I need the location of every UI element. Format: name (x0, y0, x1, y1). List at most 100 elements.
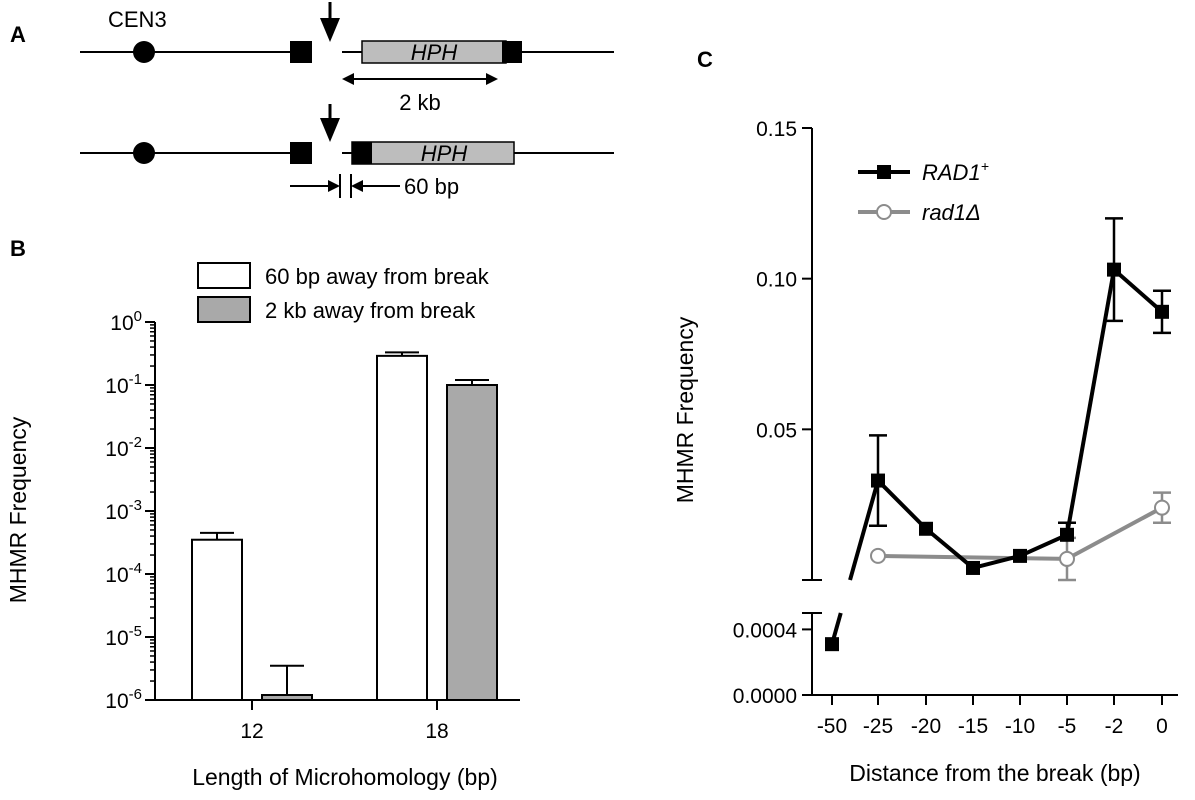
upper-homology-block-left (290, 41, 312, 63)
legend-label-2kb: 2 kb away from break (265, 298, 476, 323)
panel-b-y-tick-exponent: -4 (129, 560, 142, 577)
legend-label-rad1-plus-superscript: + (981, 158, 989, 174)
panel-c-letter: C (697, 47, 713, 72)
panel-b-y-tick-base: 10 (105, 501, 128, 524)
panel-b-y-tick-label: 100 (110, 308, 142, 335)
panel-c-x-tick-label: 0 (1156, 715, 1168, 738)
lower-chromosome: HPH 60 bp (80, 104, 614, 199)
panel-b-y-tick-base: 10 (110, 312, 133, 335)
panel-c-series (825, 217, 1171, 652)
panel-b-y-tick-base: 10 (105, 564, 128, 587)
panel-b-y-tick-exponent: 0 (134, 308, 142, 325)
panel-c-series-line (1019, 532, 1068, 558)
sixty-bp-right-arrowhead (351, 180, 363, 192)
panel-b-chart: B 60 bp away from break 2 kb away from b… (5, 236, 520, 790)
two-kb-left-arrowhead (342, 73, 354, 85)
lower-homology-block-right (352, 142, 372, 164)
upper-hph-label: HPH (411, 40, 458, 65)
panel-b-x-ticks: 12 18 (240, 700, 449, 743)
panel-b-bar (446, 384, 498, 701)
panel-c-point-square (1107, 262, 1121, 277)
panel-b-y-tick-base: 10 (105, 627, 128, 650)
panel-b-bar (191, 538, 243, 701)
upper-chromosome: HPH 2 kb (80, 2, 614, 115)
panel-b-y-tick-exponent: -5 (129, 623, 142, 640)
lower-hph-label: HPH (421, 141, 468, 166)
panel-c-chart: C RAD1+ rad1Δ 0.15 0.10 0.05 0.0004 0.0000 -… (672, 47, 1178, 786)
upper-centromere (133, 41, 155, 63)
panel-c-y-ticks: 0.15 0.10 0.05 0.0004 0.0000 (733, 118, 812, 708)
panel-c-point-square (871, 473, 885, 488)
panel-c-series-line (876, 479, 928, 531)
panel-a-diagram: A CEN3 HPH 2 kb HPH (10, 2, 614, 199)
panel-c-x-tick-label: -20 (911, 715, 941, 738)
panel-c-point-square (1013, 548, 1027, 563)
panel-b-x-tick-label: 18 (425, 720, 448, 743)
panel-b-y-tick-exponent: -3 (129, 497, 142, 514)
panel-c-x-tick-label: -2 (1105, 715, 1124, 738)
panel-c-point-square (1155, 304, 1169, 319)
legend-label-60bp: 60 bp away from break (265, 264, 490, 289)
legend-swatch-2kb (197, 296, 251, 323)
panel-b-x-tick-label: 12 (240, 720, 263, 743)
panel-b-y-tick-label: 10-1 (105, 371, 142, 398)
panel-b-bar (261, 694, 313, 702)
panel-c-legend: RAD1+ rad1Δ (858, 158, 989, 225)
panel-b-letter: B (10, 236, 26, 261)
legend-marker-rad1-delta (876, 204, 892, 220)
panel-b-bars (191, 351, 498, 702)
sixty-bp-left-arrowhead (328, 180, 340, 192)
panel-c-x-tick-label: -15 (958, 715, 988, 738)
panel-c-y-tick-label: 0.10 (756, 269, 797, 292)
panel-a-letter: A (10, 22, 26, 47)
panel-c-point-circle (870, 547, 886, 564)
panel-c-point-circle (1154, 499, 1170, 516)
lower-centromere (133, 142, 155, 164)
panel-b-y-tick-exponent: -2 (129, 434, 142, 451)
panel-b-x-axis-label: Length of Microhomology (bp) (192, 764, 498, 790)
panel-b-y-tick-base: 10 (105, 438, 128, 461)
panel-b-y-tick-label: 10-5 (105, 623, 142, 650)
panel-c-point-circle (1059, 550, 1075, 567)
two-kb-right-arrowhead (486, 73, 498, 85)
panel-c-series-line (924, 527, 975, 570)
panel-b-y-tick-base: 10 (105, 690, 128, 713)
panel-b-legend: 60 bp away from break 2 kb away from bre… (197, 262, 490, 323)
panel-b-y-tick-exponent: -1 (129, 371, 142, 388)
panel-c-series-line (1065, 269, 1116, 536)
panel-b-y-axis-label: MHMR Frequency (5, 416, 31, 603)
panel-b-y-tick-label: 10-6 (105, 686, 142, 713)
panel-c-y-tick-label: 0.0004 (733, 619, 798, 642)
panel-c-point-square (966, 560, 980, 575)
panel-c-y-axis-label: MHMR Frequency (672, 316, 698, 503)
legend-swatch-60bp (197, 262, 251, 289)
panel-b-bar (376, 354, 428, 701)
panel-c-x-tick-label: -25 (863, 715, 893, 738)
panel-c-x-ticks: -50 -25 -20 -15 -10 -5 -2 0 (817, 695, 1168, 738)
panel-c-series-line (877, 553, 1068, 561)
upper-homology-block-right (502, 41, 522, 63)
legend-marker-rad1-plus (877, 165, 891, 179)
two-kb-label: 2 kb (399, 90, 441, 115)
panel-c-series-line (848, 480, 880, 581)
legend-label-rad1-plus: RAD1+ (922, 158, 989, 185)
panel-c-series-line (1112, 268, 1164, 314)
panel-c-y-tick-label: 0.15 (756, 118, 797, 141)
panel-c-point-square (1060, 527, 1074, 542)
centromere-label: CEN3 (108, 7, 167, 32)
lower-break-arrow-icon (320, 118, 340, 142)
panel-c-x-axis-label: Distance from the break (bp) (849, 760, 1140, 786)
panel-b-y-tick-label: 10-3 (105, 497, 142, 524)
sixty-bp-label: 60 bp (404, 174, 459, 199)
panel-c-x-tick-label: -10 (1005, 715, 1035, 738)
panel-c-x-tick-label: -50 (817, 715, 847, 738)
panel-c-point-square (919, 521, 933, 536)
upper-break-arrow-icon (320, 18, 340, 42)
legend-label-rad1-delta: rad1Δ (922, 200, 981, 225)
panel-c-series-line (972, 553, 1021, 570)
panel-b-y-tick-exponent: -6 (129, 686, 142, 703)
panel-c-y-tick-label: 0.05 (756, 419, 797, 442)
panel-c-series-line (1066, 505, 1163, 561)
